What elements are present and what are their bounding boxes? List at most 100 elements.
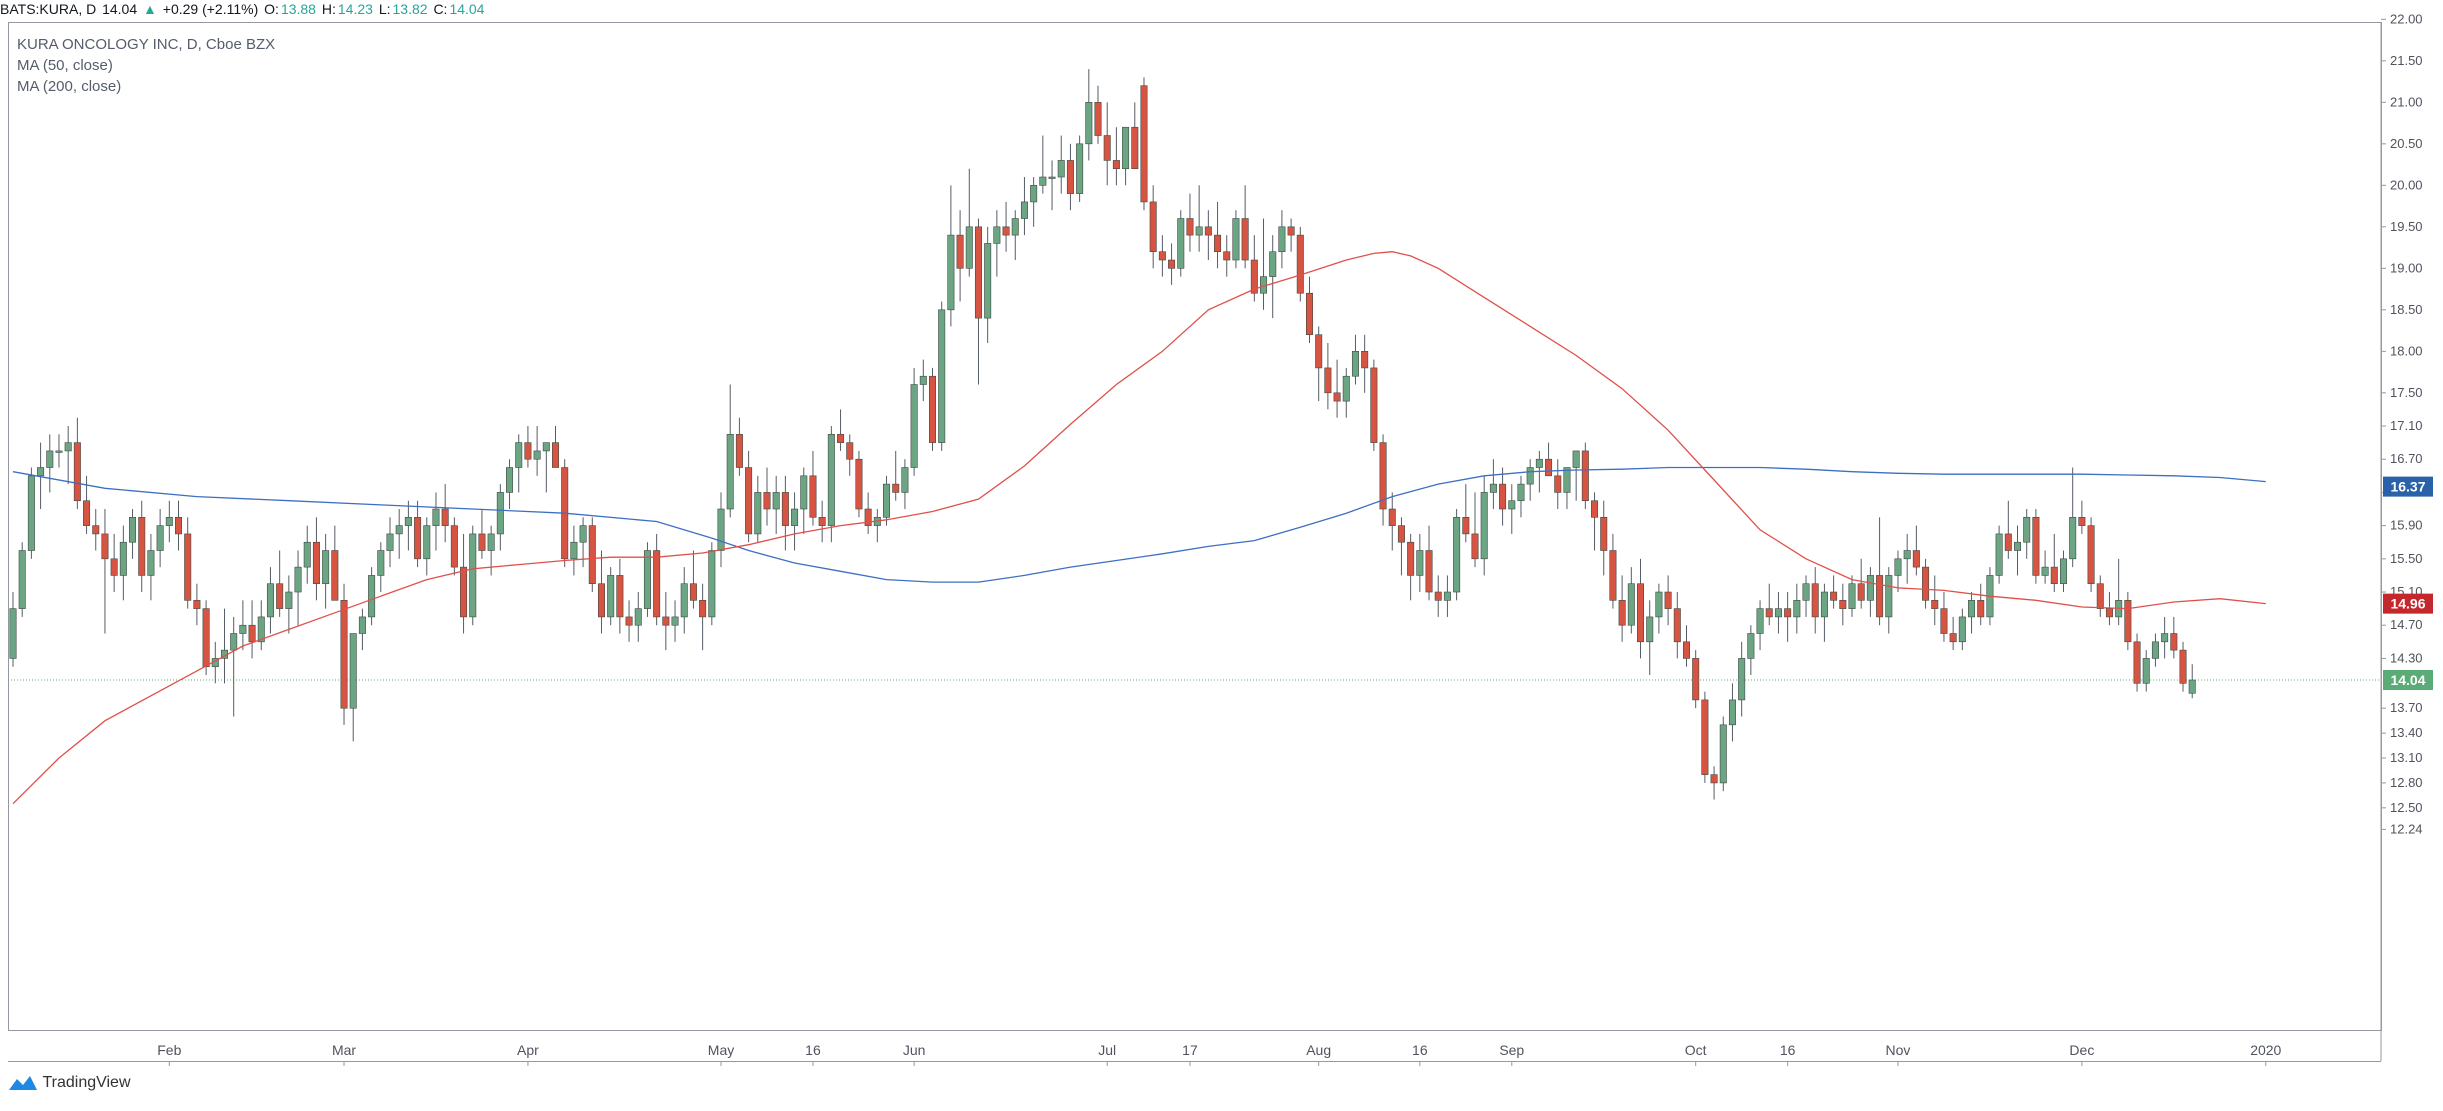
x-tick-label: Jul <box>1098 1042 1116 1058</box>
candle-body-up <box>27 475 35 551</box>
candle-body-down <box>763 492 771 510</box>
candle-body-down <box>202 608 210 668</box>
candle-body-up <box>1232 218 1240 261</box>
ma50-legend[interactable]: MA (50, close) <box>17 57 113 74</box>
candle-body-up <box>37 467 45 477</box>
candle-body-down <box>928 375 936 443</box>
candle-body-up <box>2023 517 2031 543</box>
candle-body-down <box>1637 583 1645 643</box>
candle-body-up <box>266 583 274 618</box>
candle-body-down <box>2004 533 2012 551</box>
candle-body-up <box>1039 176 1047 186</box>
candle-body-up <box>156 525 164 551</box>
candle-body-up <box>1728 699 1736 726</box>
candle-body-up <box>1278 226 1286 253</box>
candles <box>9 69 2196 800</box>
x-tick-label: Oct <box>1685 1042 1707 1058</box>
candle-body-up <box>358 616 366 634</box>
candle-body-up <box>800 475 808 510</box>
candle-body-down <box>1664 591 1672 609</box>
candle-body-down <box>1223 251 1231 261</box>
candle-body-down <box>1839 600 1847 609</box>
brand-name[interactable]: TradingView <box>42 1074 131 1091</box>
candle-body-up <box>791 508 799 526</box>
candle-body-up <box>1048 176 1056 179</box>
candle-body-up <box>542 442 550 452</box>
candle-body-down <box>110 558 118 576</box>
candle-body-up <box>1480 492 1488 560</box>
x-tick-label: Apr <box>517 1042 539 1058</box>
tradingview-logo-icon[interactable] <box>8 1074 38 1092</box>
price-change: +0.29 (+2.11%) <box>162 1 259 17</box>
ma200-legend[interactable]: MA (200, close) <box>17 78 122 95</box>
candle-body-down <box>1324 367 1332 394</box>
ma50-price-badge <box>2383 593 2433 614</box>
x-tick-label: Aug <box>1306 1042 1331 1058</box>
candle-body-down <box>175 517 183 535</box>
y-tick-label: 22.00 <box>2390 11 2423 26</box>
candle-body-up <box>1793 600 1801 618</box>
candle-body-down <box>616 575 624 618</box>
candle-body-down <box>892 483 900 493</box>
candle-body-up <box>965 226 973 269</box>
chart-title[interactable]: KURA ONCOLOGY INC, D, Cboe BZX <box>17 36 276 53</box>
candle-body-up <box>1535 458 1543 468</box>
x-tick-label: 16 <box>1412 1042 1428 1058</box>
candle-body-up <box>1351 351 1359 377</box>
candle-body-down <box>441 508 449 526</box>
y-tick-label: 19.50 <box>2390 219 2423 234</box>
candle-body-down <box>1701 699 1709 775</box>
candle-body-down <box>1784 608 1792 618</box>
candle-body-down <box>1241 218 1249 261</box>
candle-body-down <box>1425 550 1433 593</box>
candle-body-down <box>1370 367 1378 443</box>
candle-body-up <box>165 517 173 526</box>
candle-body-down <box>184 533 192 601</box>
candle-body-up <box>708 550 716 618</box>
x-tick-label: 17 <box>1182 1042 1198 1058</box>
candle-body-up <box>643 550 651 609</box>
price-chart[interactable]: 22.00 21.50 21.00 20.50 20.00 19.50 19.00 18.50… <box>0 0 2443 1070</box>
candle-body-down <box>1710 774 1718 784</box>
x-tick-label: Sep <box>1499 1042 1524 1058</box>
candle-body-down <box>735 434 743 468</box>
y-tick-label: 12.80 <box>2390 775 2423 790</box>
y-tick-label: 21.50 <box>2390 53 2423 68</box>
last-price-label: 14.04 <box>2390 672 2425 688</box>
candle-body-up <box>239 624 247 634</box>
candle-body-down <box>1931 600 1939 609</box>
candle-body-up <box>230 633 238 651</box>
y-tick-label: 12.24 <box>2390 821 2423 836</box>
candle-body-down <box>1949 633 1957 643</box>
candle-body-down <box>552 442 560 468</box>
candle-body-up <box>1802 583 1810 601</box>
candle-body-down <box>1250 259 1258 294</box>
candle-body-up <box>322 550 330 585</box>
candle-body-down <box>92 525 100 535</box>
candle-body-down <box>414 517 422 560</box>
candle-body-up <box>1085 102 1093 145</box>
candle-body-down <box>781 492 789 526</box>
candle-body-up <box>1057 160 1065 178</box>
symbol-name[interactable]: BATS:KURA, D <box>0 1 97 17</box>
candle-body-down <box>846 442 854 460</box>
candle-body-down <box>1434 591 1442 601</box>
candle-body-up <box>55 450 63 453</box>
candle-body-up <box>938 309 946 443</box>
close-value: 14.04 <box>449 1 485 17</box>
candle-body-down <box>101 533 109 560</box>
candle-body-down <box>597 583 605 618</box>
candle-body-down <box>248 624 256 643</box>
candle-body-up <box>2142 658 2150 684</box>
candle-body-down <box>855 458 863 510</box>
candle-body-down <box>1287 226 1295 236</box>
candle-body-down <box>1002 226 1010 236</box>
candle-body-down <box>1131 126 1139 170</box>
candle-body-up <box>515 442 523 468</box>
x-tick-label: 2020 <box>2250 1042 2281 1058</box>
last-price: 14.04 <box>102 1 138 17</box>
candle-body-up <box>1646 616 1654 643</box>
candle-body-up <box>717 508 725 551</box>
candle-body-down <box>524 442 532 460</box>
candle-body-up <box>432 508 440 526</box>
